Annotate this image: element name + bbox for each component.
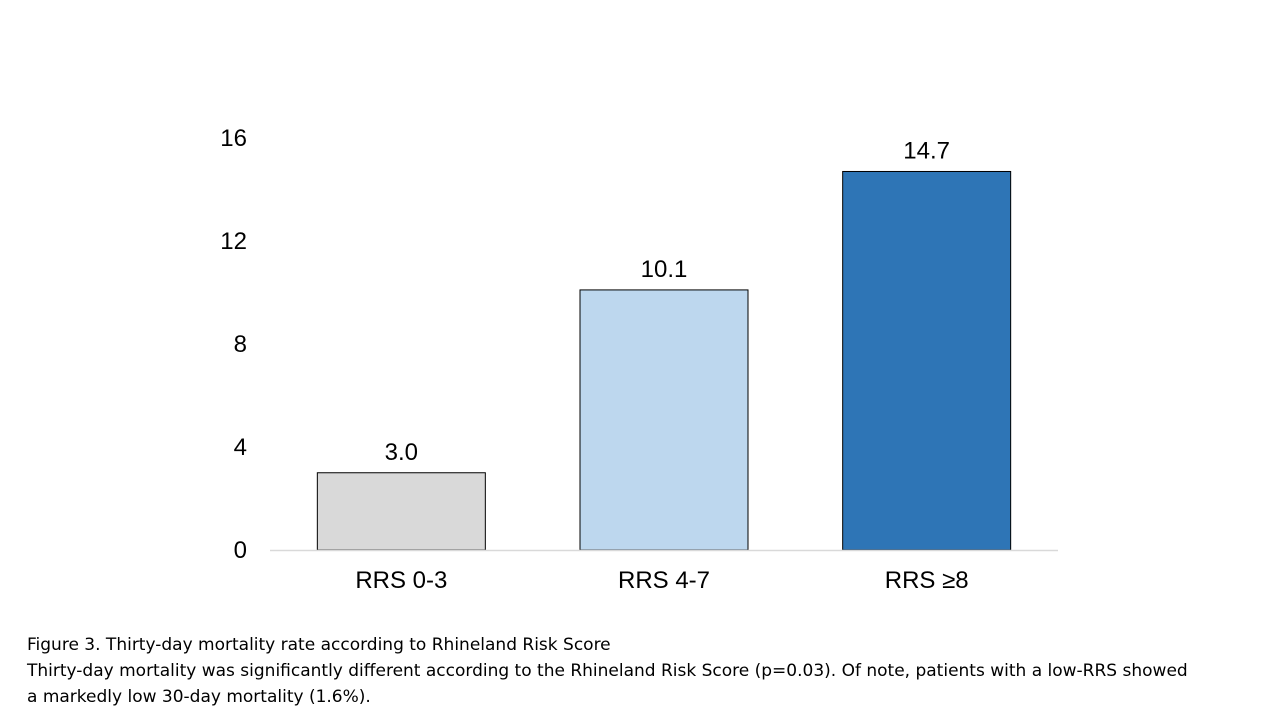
y-tick-label: 16 <box>220 125 247 152</box>
bar <box>579 289 749 551</box>
bar <box>316 472 486 551</box>
y-tick-label: 12 <box>220 228 247 255</box>
data-label: 14.7 <box>903 137 950 164</box>
y-axis-ticks: 0 4 8 12 16 <box>220 125 247 564</box>
data-labels: 3.0 10.1 14.7 <box>385 137 950 465</box>
y-tick-label: 8 <box>234 331 247 358</box>
category-label: RRS 4-7 <box>618 567 710 594</box>
caption-line-2: a markedly low 30-day mortality (1.6%). <box>27 687 371 707</box>
category-label: RRS ≥8 <box>885 567 969 594</box>
y-tick-label: 4 <box>234 434 247 461</box>
category-labels: RRS 0-3 RRS 4-7 RRS ≥8 <box>355 567 968 594</box>
data-label: 3.0 <box>385 439 418 466</box>
caption-line-1: Thirty-day mortality was significantly d… <box>27 661 1188 681</box>
bar <box>842 170 1012 551</box>
figure-caption: Figure 3. Thirty-day mortality rate acco… <box>27 632 1227 710</box>
data-label: 10.1 <box>641 256 688 283</box>
bar-chart: 0 4 8 12 16 3.0 10.1 14.7 RRS 0-3 RRS 4-7 RRS ≥8 <box>220 125 1058 594</box>
bars <box>316 170 1012 551</box>
category-label: RRS 0-3 <box>355 567 447 594</box>
caption-title: Figure 3. Thirty-day mortality rate acco… <box>27 635 611 655</box>
y-tick-label: 0 <box>234 537 247 564</box>
